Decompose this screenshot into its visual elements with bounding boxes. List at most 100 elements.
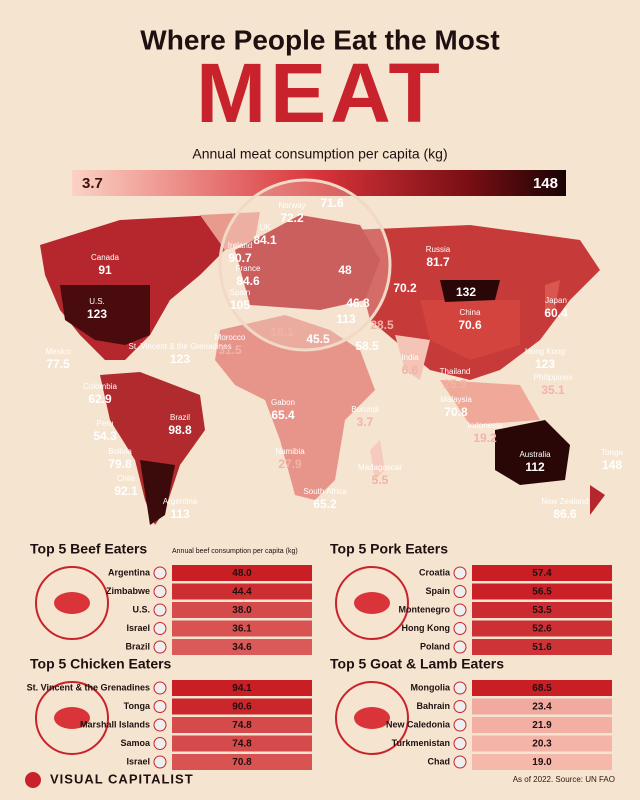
value-bar xyxy=(472,639,612,655)
flag xyxy=(453,755,467,769)
title: Where People Eat the Most xyxy=(140,24,499,55)
country-value: 98.8 xyxy=(168,423,192,437)
panel-title: Top 5 Chicken Eaters xyxy=(30,656,172,672)
country-name: St. Vincent & the Grenadines xyxy=(128,342,231,351)
row-value: 48.0 xyxy=(232,568,252,579)
row-country: Israel xyxy=(126,623,150,633)
country-value: 70.8 xyxy=(444,405,468,419)
country-value: 58.5 xyxy=(355,339,379,353)
panels: Top 5 Beef Eaters Annual beef consumption… xyxy=(27,541,612,770)
country-value: 132 xyxy=(456,285,476,299)
country-name: Hong Kong xyxy=(525,347,565,356)
flag xyxy=(453,603,467,617)
subtitle: Annual meat consumption per capita (kg) xyxy=(192,146,447,162)
flag xyxy=(153,566,167,580)
flag xyxy=(453,737,467,750)
country-name: Canada xyxy=(91,253,120,262)
panel-title: Top 5 Pork Eaters xyxy=(330,541,448,557)
value-bar xyxy=(472,620,612,637)
row-value: 74.8 xyxy=(232,739,252,750)
flag xyxy=(453,681,467,695)
country-value: 65.4 xyxy=(271,408,295,422)
value-bar xyxy=(472,602,612,618)
country-value: 92.1 xyxy=(114,484,138,498)
row-value: 56.5 xyxy=(532,587,552,598)
country-name: Tonga xyxy=(601,448,623,457)
country-name: New Zealand xyxy=(541,497,588,506)
row-value: 38.0 xyxy=(232,605,252,616)
country-value: 123 xyxy=(170,352,190,366)
country-value: 3.7 xyxy=(357,415,374,429)
country-value: 46.8 xyxy=(346,296,370,310)
country-value: 71.6 xyxy=(320,196,344,210)
country-name: South Africa xyxy=(303,487,347,496)
row-country: Argentina xyxy=(108,567,151,577)
japan xyxy=(545,280,560,315)
source: As of 2022. Source: UN FAO xyxy=(513,775,615,784)
panel-icon xyxy=(335,681,409,755)
row-value: 90.6 xyxy=(232,702,252,713)
country-name: Indonesia xyxy=(468,421,503,430)
row-country: Zimbabwe xyxy=(106,586,150,596)
scale-bar xyxy=(72,170,566,196)
southeast-asia xyxy=(440,380,540,425)
row-country: Tonga xyxy=(124,701,151,711)
country-value: 45.5 xyxy=(306,332,330,346)
country-value: 81.7 xyxy=(426,255,450,269)
flag xyxy=(453,700,467,713)
country-value: 18.1 xyxy=(270,325,294,339)
value-bar xyxy=(472,754,612,770)
value-bar xyxy=(472,735,612,752)
panel-title: Top 5 Beef Eaters xyxy=(30,541,147,557)
mongolia xyxy=(440,280,500,302)
country-name: China xyxy=(460,308,481,317)
china xyxy=(420,300,520,360)
row-country: St. Vincent & the Grenadines xyxy=(27,682,150,692)
country-name: Argentina xyxy=(163,497,198,506)
country-value: 65.2 xyxy=(313,497,337,511)
value-bar xyxy=(172,735,312,752)
brand: VISUAL CAPITALIST xyxy=(50,771,194,786)
madagascar xyxy=(370,440,385,480)
country-name: India xyxy=(401,353,419,362)
country-value: 31.5 xyxy=(218,343,242,357)
country-value: 90.7 xyxy=(228,251,252,265)
country-value: 86.6 xyxy=(553,507,577,521)
row-value: 36.1 xyxy=(232,624,252,635)
country-name: Spain xyxy=(230,288,250,297)
india xyxy=(395,335,430,380)
panel-icon xyxy=(35,566,109,640)
country-value: 19.2 xyxy=(473,431,497,445)
new-zealand xyxy=(590,485,605,515)
country-name: Namibia xyxy=(275,447,305,456)
value-bar xyxy=(172,565,312,581)
country-name: Chile xyxy=(117,474,136,483)
country-name: Bolivia xyxy=(108,447,132,456)
country-name: Russia xyxy=(426,245,451,254)
row-value: 34.6 xyxy=(232,642,252,653)
row-value: 23.4 xyxy=(532,702,552,713)
scale-max: 148 xyxy=(533,175,558,192)
row-country: Israel xyxy=(126,756,150,766)
country-name: France xyxy=(236,264,261,273)
country-value: 70.6 xyxy=(458,318,482,332)
panel-icon-shape xyxy=(54,592,90,614)
country-value: 112 xyxy=(525,460,545,474)
value-bar xyxy=(172,583,312,600)
country-value: 5.5 xyxy=(372,473,389,487)
row-value: 74.8 xyxy=(232,720,252,731)
country-name: Malaysia xyxy=(440,395,472,404)
country-value: 72.2 xyxy=(280,211,304,225)
country-value: 62.9 xyxy=(88,392,112,406)
country-name: Norway xyxy=(278,201,305,210)
panel-icon-shape xyxy=(354,707,390,729)
country-value: 91 xyxy=(98,263,112,277)
africa xyxy=(215,315,375,500)
row-country: Samoa xyxy=(120,738,151,748)
row-country: New Caledonia xyxy=(386,719,451,729)
row-value: 94.1 xyxy=(232,683,252,694)
flag xyxy=(453,622,467,635)
country-name: Philippines xyxy=(534,373,573,382)
row-value: 20.3 xyxy=(532,739,552,750)
